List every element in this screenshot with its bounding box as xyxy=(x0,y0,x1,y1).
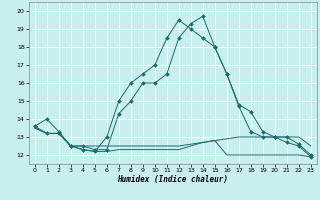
X-axis label: Humidex (Indice chaleur): Humidex (Indice chaleur) xyxy=(117,175,228,184)
